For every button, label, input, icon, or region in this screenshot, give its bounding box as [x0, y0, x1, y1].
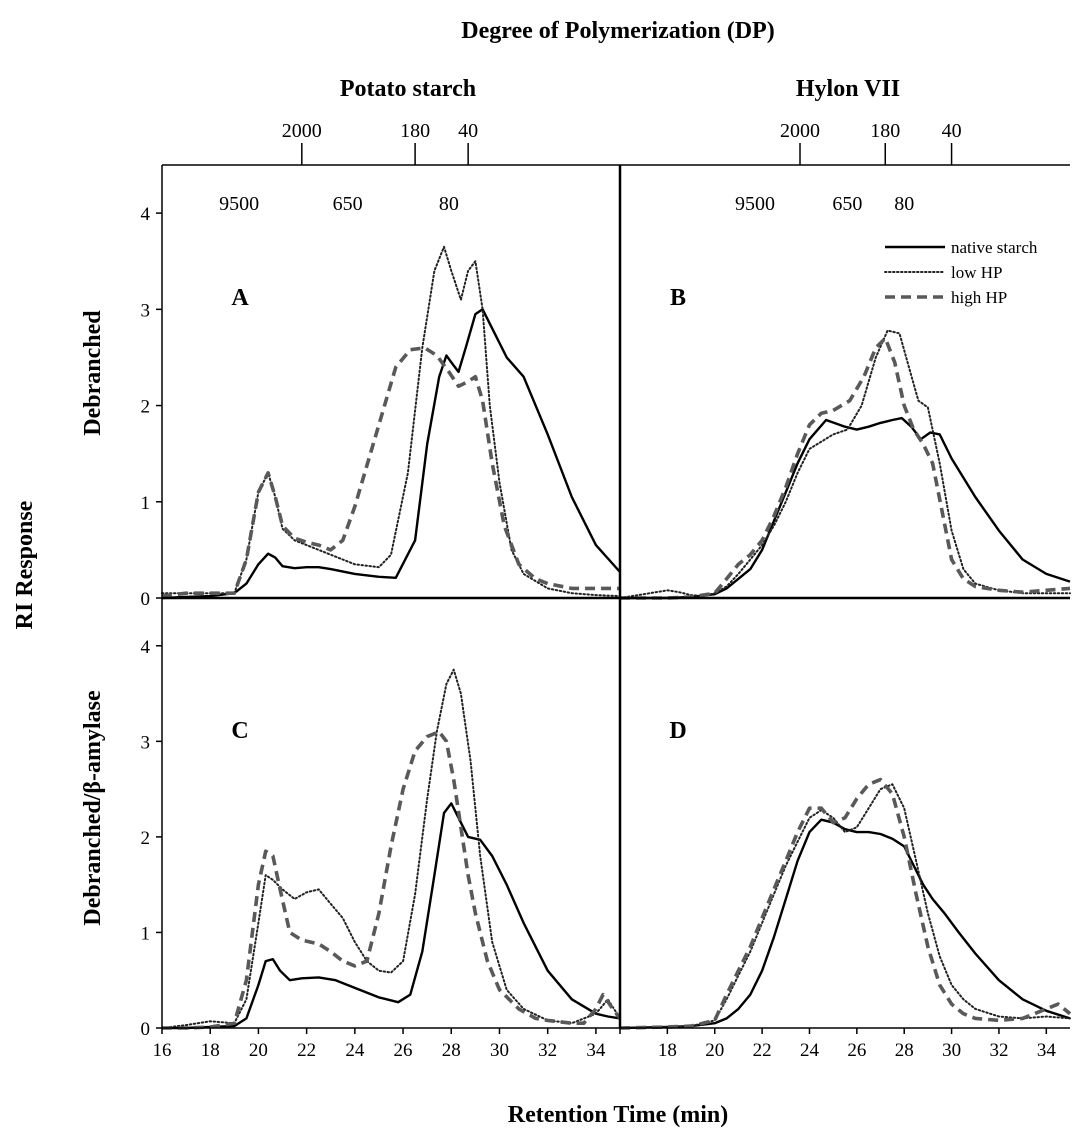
dp-label-A-80: 80	[439, 193, 459, 215]
column-title-potato: Potato starch	[340, 76, 476, 102]
x-tick-label-D-22: 22	[753, 1040, 772, 1061]
series-line-high-hp-B	[620, 336, 1071, 600]
y-tick-label-C-4: 4	[141, 637, 151, 658]
dp-tick-label-A-180: 180	[400, 120, 430, 142]
panel-A: A 0 1 2 3 4 2000 180 40 9500 650 80	[141, 120, 621, 610]
dp-label-A-9500: 9500	[219, 193, 259, 215]
y-tick-label-C-1: 1	[141, 923, 151, 944]
dp-label-B-650: 650	[832, 193, 862, 215]
y-tick-label-C-3: 3	[141, 732, 151, 753]
column-title-hylon: Hylon VII	[796, 76, 900, 102]
dp-label-A-650: 650	[333, 193, 363, 215]
y-tick-label-A-0: 0	[141, 589, 151, 610]
y-tick-label-C-0: 0	[141, 1019, 151, 1040]
x-tick-label-D-28: 28	[895, 1040, 914, 1061]
panel-D: D 18 20 22 24 26 28 30 32 34	[619, 718, 1072, 1061]
series-line-low-hp-B	[619, 329, 1071, 599]
x-tick-label-D-24: 24	[800, 1040, 820, 1061]
series-line-low-hp-D	[619, 783, 1071, 1029]
series-line-high-hp-A	[161, 346, 620, 598]
dp-tick-label-B-2000: 2000	[780, 120, 820, 142]
y-tick-label-C-2: 2	[141, 828, 151, 849]
x-tick-label-D-18: 18	[658, 1040, 677, 1061]
panel-letter-D: D	[669, 718, 686, 744]
row-label-debranched: Debranched	[80, 310, 106, 436]
dp-tick-label-B-180: 180	[870, 120, 900, 142]
x-tick-label-C-34: 34	[586, 1040, 606, 1061]
y-tick-label-A-3: 3	[141, 300, 151, 321]
dp-label-B-9500: 9500	[735, 193, 775, 215]
series-line-high-hp-D	[619, 777, 1072, 1030]
panel-letter-C: C	[231, 718, 248, 744]
x-tick-label-C-30: 30	[490, 1040, 509, 1061]
frame	[161, 164, 1070, 1029]
y-tick-label-A-2: 2	[141, 397, 151, 418]
x-tick-label-D-26: 26	[847, 1040, 866, 1061]
row-label-debranched-beta-amylase: Debranched/β-amylase	[80, 690, 106, 926]
figure-title: Degree of Polymerization (DP)	[461, 18, 774, 44]
series-line-native-starch-D	[619, 818, 1071, 1030]
y-axis-label: RI Response	[12, 500, 38, 629]
legend-label-low-hp: low HP	[951, 263, 1002, 282]
dp-label-B-80: 80	[894, 193, 914, 215]
x-tick-label-C-32: 32	[538, 1040, 557, 1061]
x-tick-label-C-28: 28	[442, 1040, 461, 1061]
x-tick-label-C-20: 20	[249, 1040, 268, 1061]
x-tick-label-C-18: 18	[201, 1040, 220, 1061]
panel-B: B 2000 180 40 9500 650 80	[619, 120, 1071, 600]
legend: native starch low HP high HP	[884, 238, 1038, 307]
dp-tick-label-A-2000: 2000	[282, 120, 322, 142]
legend-label-high-hp: high HP	[951, 288, 1007, 307]
dp-tick-label-B-40: 40	[942, 120, 962, 142]
panel-letter-A: A	[231, 285, 249, 311]
x-axis-label: Retention Time (min)	[508, 1102, 728, 1128]
series-line-native-starch-B	[620, 416, 1071, 600]
series-line-native-starch-A	[161, 308, 621, 600]
x-tick-label-C-24: 24	[345, 1040, 365, 1061]
y-tick-label-A-1: 1	[141, 493, 151, 514]
series-line-high-hp-C	[162, 730, 622, 1030]
x-tick-label-C-22: 22	[297, 1040, 316, 1061]
legend-label-native-starch: native starch	[951, 238, 1038, 257]
series-line-low-hp-C	[161, 668, 621, 1029]
x-tick-label-D-20: 20	[705, 1040, 724, 1061]
series-line-native-starch-C	[162, 802, 621, 1030]
x-tick-label-D-34: 34	[1037, 1040, 1057, 1061]
dp-tick-label-A-40: 40	[458, 120, 478, 142]
x-tick-label-C-26: 26	[394, 1040, 413, 1061]
x-tick-label-D-32: 32	[989, 1040, 1008, 1061]
panel-letter-B: B	[670, 285, 686, 311]
x-tick-label-D-30: 30	[942, 1040, 961, 1061]
x-tick-label-C-16: 16	[153, 1040, 172, 1061]
y-tick-label-A-4: 4	[141, 204, 151, 225]
